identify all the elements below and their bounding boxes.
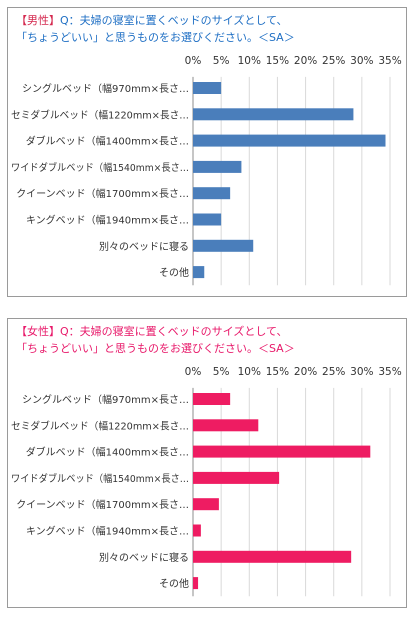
male-title-line2: 「ちょうどいい」と思うものをお選びください。＜SA＞ xyxy=(16,31,295,44)
male-category-label: 別々のベッドに寝る xyxy=(99,240,189,253)
female-category-label: その他 xyxy=(159,577,189,590)
female-category-label: クイーンベッド（幅1700mm×長さ… xyxy=(16,498,189,511)
male-title-line1: 【男性】Q：夫婦の寝室に置くベッドのサイズとして、 xyxy=(16,12,398,29)
female-category-label: ダブルベッド（幅1400mm×長さ… xyxy=(26,446,189,459)
female-title-line2: 「ちょうどいい」と思うものをお選びください。＜SA＞ xyxy=(16,342,295,355)
male-title-tag: 【男性】 xyxy=(16,14,60,27)
female-category-label: 別々のベッドに寝る xyxy=(99,551,189,564)
male-bar xyxy=(193,82,222,94)
male-category-label: その他 xyxy=(159,266,189,279)
female-tick-label: 5% xyxy=(213,366,230,378)
female-bar xyxy=(193,419,259,432)
male-bar xyxy=(193,134,386,147)
female-category-label: キングベッド（幅1940mm×長さ… xyxy=(26,525,189,538)
male-category-label: ワイドダブルベッド（幅1540mm×長さ… xyxy=(11,161,189,174)
male-bar xyxy=(193,108,354,121)
male-tick-label: 10% xyxy=(238,55,261,67)
male-tick-label: 0% xyxy=(185,55,202,67)
female-title-line1: 【女性】Q：夫婦の寝室に置くベッドのサイズとして、 xyxy=(16,323,398,340)
male-bar xyxy=(193,187,231,200)
female-title-question: Q：夫婦の寝室に置くベッドのサイズとして、 xyxy=(60,325,288,338)
female-category-label: シングルベッド（幅970mm×長さ… xyxy=(22,393,189,406)
male-tick-label: 30% xyxy=(350,55,373,67)
female-bar xyxy=(193,393,231,405)
male-tick-label: 20% xyxy=(294,55,317,67)
female-tick-label: 10% xyxy=(238,366,261,378)
male-bar xyxy=(193,266,205,279)
female-bar xyxy=(193,577,199,590)
male-bar-chart: 0% 5% 10% 15% 20% 25% 30% 35% シングルベッド（幅970mm×長さ…… xyxy=(11,55,402,286)
male-chart-panel: 【男性】Q：夫婦の寝室に置くベッドのサイズとして、 「ちょうどいい」と思うものを… xyxy=(7,7,407,297)
male-bar xyxy=(193,213,222,226)
male-bar xyxy=(193,239,254,252)
male-tick-label: 15% xyxy=(266,55,289,67)
female-bar xyxy=(193,445,371,458)
female-category-label: セミダブルベッド（幅1220mm×長さ… xyxy=(11,419,189,432)
female-bar xyxy=(193,498,219,511)
male-category-label: セミダブルベッド（幅1220mm×長さ… xyxy=(11,108,189,121)
male-tick-label: 35% xyxy=(378,55,401,67)
male-category-label: キングベッド（幅1940mm×長さ… xyxy=(26,214,189,227)
female-tick-label: 25% xyxy=(322,366,345,378)
female-bar xyxy=(193,550,352,563)
male-title-question: Q：夫婦の寝室に置くベッドのサイズとして、 xyxy=(60,14,288,27)
male-category-label: クイーンベッド（幅1700mm×長さ… xyxy=(16,187,189,200)
female-tick-label: 15% xyxy=(266,366,289,378)
male-tick-label: 25% xyxy=(322,55,345,67)
male-tick-label: 5% xyxy=(213,55,230,67)
female-bar xyxy=(193,471,280,484)
male-category-label: シングルベッド（幅970mm×長さ… xyxy=(22,82,189,95)
female-bar-chart: 0% 5% 10% 15% 20% 25% 30% 35% シングルベッド（幅970mm×長さ…… xyxy=(11,366,402,597)
female-title-tag: 【女性】 xyxy=(16,325,60,338)
female-tick-label: 20% xyxy=(294,366,317,378)
female-bar xyxy=(193,524,201,537)
male-chart-title: 【男性】Q：夫婦の寝室に置くベッドのサイズとして、 「ちょうどいい」と思うものを… xyxy=(16,12,398,46)
female-tick-label: 35% xyxy=(378,366,401,378)
male-bar xyxy=(193,160,242,173)
female-category-label: ワイドダブルベッド（幅1540mm×長さ… xyxy=(11,472,189,485)
male-category-label: ダブルベッド（幅1400mm×長さ… xyxy=(26,135,189,148)
female-tick-label: 30% xyxy=(350,366,373,378)
female-tick-label: 0% xyxy=(185,366,202,378)
female-chart-panel: 【女性】Q：夫婦の寝室に置くベッドのサイズとして、 「ちょうどいい」と思うものを… xyxy=(7,318,407,608)
female-chart-title: 【女性】Q：夫婦の寝室に置くベッドのサイズとして、 「ちょうどいい」と思うものを… xyxy=(16,323,398,357)
